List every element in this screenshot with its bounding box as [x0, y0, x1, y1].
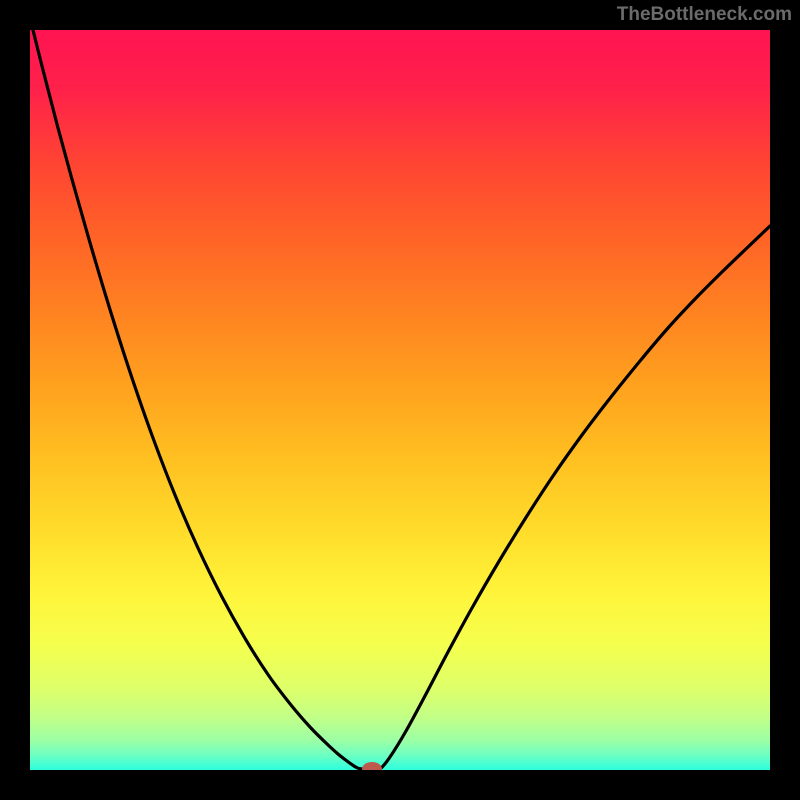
watermark-label: TheBottleneck.com	[617, 4, 792, 26]
bottleneck-chart: TheBottleneck.com	[0, 0, 800, 800]
chart-svg	[0, 0, 800, 800]
